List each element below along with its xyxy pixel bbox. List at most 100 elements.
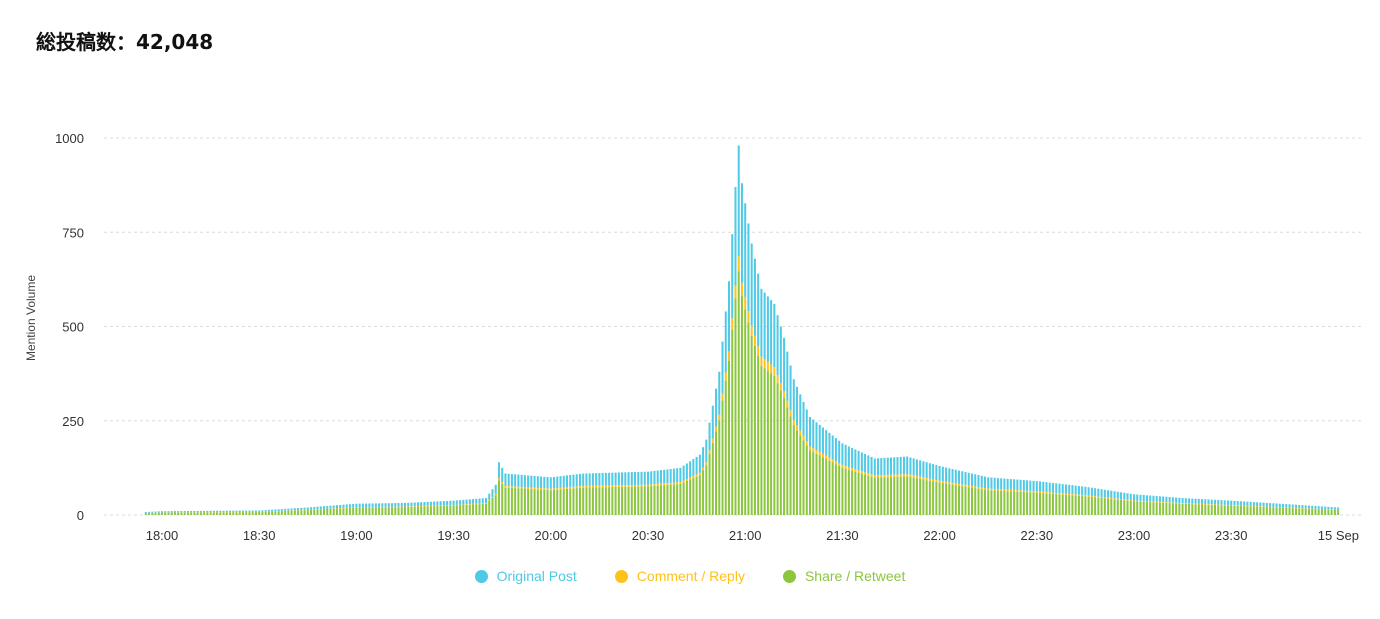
bar-comment-reply bbox=[1162, 502, 1165, 503]
bar-stack bbox=[650, 471, 653, 515]
bar-share-retweet bbox=[682, 482, 685, 515]
bar-comment-reply bbox=[465, 504, 468, 505]
bar-comment-reply bbox=[436, 505, 439, 507]
bar-stack bbox=[1330, 507, 1333, 515]
legend-item-original-post[interactable]: Original Post bbox=[474, 568, 577, 584]
bar-stack bbox=[925, 462, 928, 515]
bar-original-post bbox=[248, 510, 251, 512]
bar-comment-reply bbox=[731, 318, 734, 330]
bar-comment-reply bbox=[915, 476, 918, 479]
bar-stack bbox=[1081, 486, 1084, 515]
bar-stack bbox=[1003, 478, 1006, 515]
legend-label-original-post: Original Post bbox=[496, 568, 577, 584]
bar-comment-reply bbox=[663, 483, 666, 486]
bar-stack bbox=[588, 473, 591, 515]
bar-share-retweet bbox=[523, 488, 526, 515]
x-tick-label: 19:00 bbox=[340, 528, 373, 543]
bar-comment-reply bbox=[621, 485, 624, 487]
bar-original-post bbox=[692, 459, 695, 476]
bar-share-retweet bbox=[737, 271, 740, 515]
bar-original-post bbox=[932, 464, 935, 480]
bar-share-retweet bbox=[391, 507, 394, 515]
bar-share-retweet bbox=[517, 488, 520, 515]
bar-stack bbox=[919, 460, 922, 515]
bar-stack bbox=[1026, 480, 1029, 515]
legend-item-share-retweet[interactable]: Share / Retweet bbox=[782, 568, 905, 584]
bar-share-retweet bbox=[1126, 500, 1129, 515]
bar-original-post bbox=[828, 432, 831, 458]
bar-share-retweet bbox=[540, 489, 543, 515]
bar-share-retweet bbox=[1116, 499, 1119, 515]
bar-share-retweet bbox=[186, 512, 189, 515]
bar-comment-reply bbox=[935, 480, 938, 483]
bar-comment-reply bbox=[896, 474, 899, 477]
bar-comment-reply bbox=[763, 359, 766, 369]
bar-stack bbox=[970, 473, 974, 515]
bar-share-retweet bbox=[935, 482, 938, 515]
bar-comment-reply bbox=[770, 364, 773, 374]
x-tick-label: 20:00 bbox=[535, 528, 568, 543]
bar-stack bbox=[789, 365, 792, 515]
bar-stack bbox=[475, 498, 478, 515]
bar-original-post bbox=[1181, 498, 1184, 504]
bar-share-retweet bbox=[277, 511, 280, 515]
bar-comment-reply bbox=[1051, 492, 1055, 494]
bar-stack bbox=[1097, 488, 1100, 515]
bar-comment-reply bbox=[1152, 501, 1155, 503]
bar-original-post bbox=[857, 450, 860, 471]
bar-comment-reply bbox=[575, 486, 578, 489]
bar-share-retweet bbox=[530, 489, 533, 515]
bar-stack bbox=[313, 506, 316, 515]
bar-original-post bbox=[815, 422, 818, 451]
bar-original-post bbox=[332, 505, 335, 509]
bar-comment-reply bbox=[1113, 498, 1116, 500]
bar-stack bbox=[935, 465, 938, 515]
bar-original-post bbox=[1074, 485, 1077, 495]
bar-share-retweet bbox=[1285, 507, 1288, 515]
bar-original-post bbox=[889, 457, 893, 475]
bar-share-retweet bbox=[1087, 496, 1090, 515]
bar-stack bbox=[786, 351, 789, 515]
bar-comment-reply bbox=[472, 503, 475, 505]
bar-original-post bbox=[880, 458, 883, 476]
bar-original-post bbox=[1022, 480, 1025, 491]
bar-stack bbox=[582, 473, 585, 515]
bar-stack bbox=[439, 501, 442, 515]
bar-original-post bbox=[293, 508, 296, 511]
legend-item-comment-reply[interactable]: Comment / Reply bbox=[614, 568, 745, 584]
bar-comment-reply bbox=[1252, 505, 1255, 507]
bar-original-post bbox=[1175, 497, 1178, 503]
bar-comment-reply bbox=[1259, 506, 1262, 507]
bar-share-retweet bbox=[1155, 502, 1158, 515]
bar-share-retweet bbox=[578, 487, 581, 515]
bar-original-post bbox=[779, 326, 782, 384]
x-tick-label: 19:30 bbox=[437, 528, 470, 543]
bar-share-retweet bbox=[789, 416, 792, 515]
bar-stack bbox=[932, 464, 935, 515]
bar-original-post bbox=[1220, 500, 1223, 505]
bar-share-retweet bbox=[763, 368, 766, 515]
bar-comment-reply bbox=[1155, 501, 1158, 503]
bar-comment-reply bbox=[727, 351, 731, 361]
bar-share-retweet bbox=[410, 506, 413, 515]
bar-stack bbox=[669, 469, 672, 515]
bar-original-post bbox=[465, 499, 468, 505]
bar-stack bbox=[543, 476, 546, 515]
bar-stack bbox=[472, 499, 475, 515]
x-tick-label: 20:30 bbox=[632, 528, 665, 543]
bar-stack bbox=[565, 475, 569, 515]
bar-comment-reply bbox=[475, 503, 478, 505]
bar-stack bbox=[1269, 503, 1272, 515]
bar-share-retweet bbox=[1239, 505, 1242, 515]
bar-comment-reply bbox=[468, 504, 471, 505]
bar-original-post bbox=[520, 474, 523, 487]
bar-comment-reply bbox=[1145, 501, 1148, 502]
bar-stack bbox=[410, 502, 413, 515]
bar-stack bbox=[954, 469, 957, 515]
bar-original-post bbox=[1311, 505, 1314, 509]
bar-share-retweet bbox=[1269, 507, 1272, 515]
bar-original-post bbox=[838, 440, 841, 464]
bar-comment-reply bbox=[977, 487, 980, 489]
bar-stack bbox=[1058, 483, 1061, 515]
bar-share-retweet bbox=[310, 509, 313, 515]
